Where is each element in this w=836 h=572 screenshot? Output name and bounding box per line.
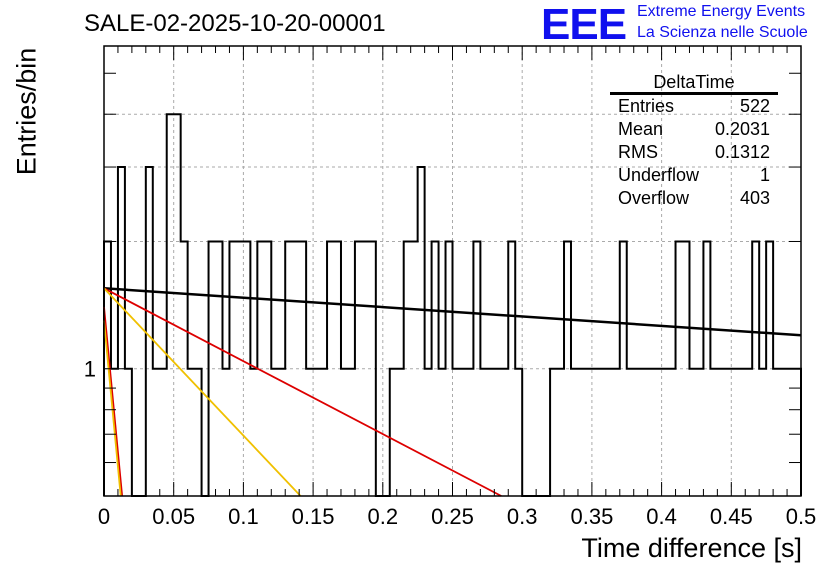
- x-tick-label: 0.2: [368, 504, 399, 529]
- eee-logo: EEE: [541, 0, 627, 49]
- stats-row-underflow: Underflow 1: [610, 164, 778, 187]
- logo-tagline-2: La Scienza nelle Scuole: [637, 24, 808, 41]
- stats-value: 403: [739, 188, 770, 208]
- stats-value: 1: [759, 165, 770, 185]
- x-tick-label: 0.45: [710, 504, 753, 529]
- stats-row-entries: Entries 522: [610, 95, 778, 118]
- stats-box: DeltaTime Entries 522 Mean 0.2031 RMS 0.…: [610, 72, 778, 210]
- fit-yellow-steep: [103, 320, 122, 497]
- stats-row-mean: Mean 0.2031: [610, 118, 778, 141]
- x-tick-label: 0.1: [228, 504, 259, 529]
- y-tick-label: 1: [84, 357, 96, 382]
- stats-label: Overflow: [618, 188, 690, 208]
- stats-label: Underflow: [618, 165, 700, 185]
- stats-value: 522: [739, 96, 770, 116]
- stats-value: 0.2031: [714, 119, 770, 139]
- x-tick-label: 0.4: [646, 504, 677, 529]
- fit-lines: [103, 287, 802, 497]
- x-tick-label: 0.3: [507, 504, 538, 529]
- x-tick-label: 0: [98, 504, 110, 529]
- stats-value: 0.1312: [714, 142, 770, 162]
- chart-title: SALE-02-2025-10-20-00001: [84, 10, 386, 37]
- stats-label: Mean: [618, 119, 664, 139]
- x-tick-label: 0.25: [431, 504, 474, 529]
- x-axis-label: Time difference [s]: [581, 533, 802, 563]
- y-axis-label: Entries/bin: [11, 47, 42, 176]
- fit-black: [103, 287, 802, 337]
- x-tick-label: 0.5: [786, 504, 817, 529]
- logo-tagline-1: Extreme Energy Events: [637, 3, 806, 20]
- x-tick-label: 0.15: [292, 504, 335, 529]
- fit-red: [103, 287, 502, 497]
- x-tick-label: 0.05: [152, 504, 195, 529]
- stats-label: RMS: [618, 142, 658, 162]
- stats-label: Entries: [618, 96, 675, 116]
- fit-yellow: [103, 287, 302, 497]
- stats-row-overflow: Overflow 403: [610, 187, 778, 210]
- axis-ticks: 0 0.05 0.1 0.15 0.2 0.25 0.3 0.35 0.4 0.45 0.5 1: [84, 46, 817, 529]
- fit-red-steep: [103, 306, 124, 497]
- stats-title: DeltaTime: [610, 72, 778, 95]
- x-tick-label: 0.35: [570, 504, 613, 529]
- stats-row-rms: RMS 0.1312: [610, 141, 778, 164]
